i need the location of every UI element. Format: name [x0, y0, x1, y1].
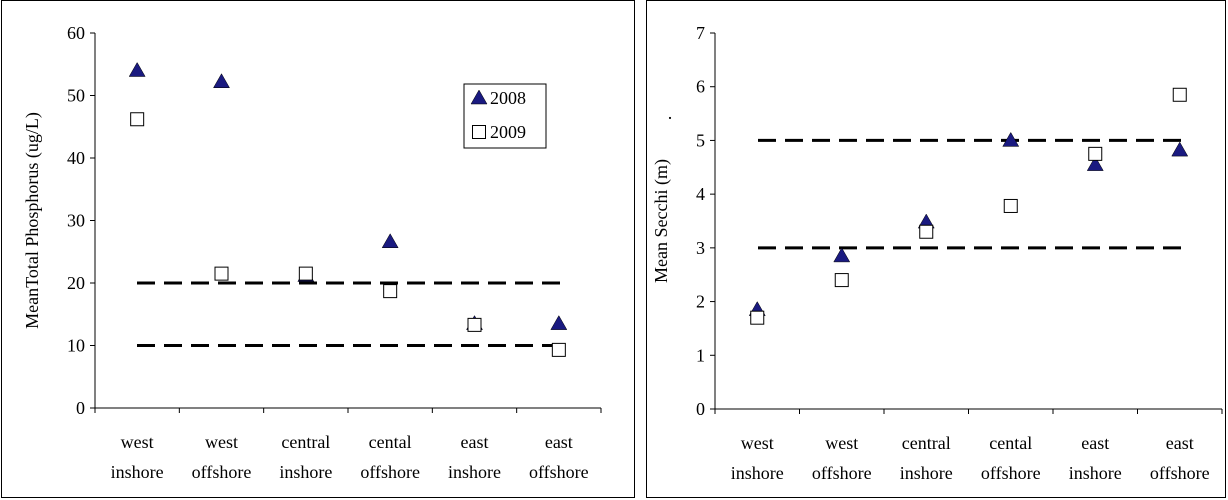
category-label-line1: west [121, 432, 154, 452]
data-point-2009 [750, 310, 765, 325]
data-point-2008 [1086, 156, 1104, 171]
data-point-2009 [383, 284, 398, 299]
y-tick-label: 0 [696, 399, 705, 419]
category-label-line2: offshore [1150, 463, 1210, 483]
y-tick-label: 20 [67, 273, 85, 293]
category-label-line1: east [461, 432, 489, 452]
category-label-line2: inshore [279, 462, 332, 482]
y-tick-label: 4 [696, 184, 705, 204]
data-point-2009 [919, 224, 934, 239]
y-tick-label: 40 [67, 148, 85, 168]
data-point-2008 [213, 73, 230, 88]
y-tick-label: 5 [696, 130, 705, 150]
y-axis-label: MeanTotal Phosphorus (ug/L) [22, 112, 43, 329]
y-axis-label: Mean Secchi (m) [651, 159, 672, 283]
data-point-2008 [381, 233, 399, 248]
legend-label-2008: 2008 [490, 88, 526, 108]
category-label-line1: central [902, 433, 951, 453]
legend-marker-2009 [472, 125, 486, 139]
legend-marker-2008 [470, 89, 488, 105]
y-tick-label: 7 [696, 23, 705, 43]
category-label-line2: offshore [812, 463, 872, 483]
data-point-2009 [130, 112, 145, 127]
y-tick-label: 6 [696, 77, 705, 97]
category-label-line1: west [741, 433, 774, 453]
legend-label-2009: 2009 [490, 122, 526, 142]
secchi-chart: 0 1 2 3 4 5 6 7 west inshore west offshore central in… [651, 23, 1223, 483]
category-label-line1: west [825, 433, 858, 453]
data-point-2009 [1172, 87, 1187, 102]
category-label-line2: offshore [192, 462, 252, 482]
y-tick-label: 50 [67, 86, 85, 106]
phosphorus-chart: 0 10 20 30 40 50 60 west inshore west offshore cent… [22, 23, 602, 482]
category-label-line2: inshore [448, 462, 501, 482]
category-label-line2: offshore [360, 462, 420, 482]
category-label-line2: inshore [111, 462, 164, 482]
category-label-line1: east [545, 432, 573, 452]
secchi-chart-panel: 0 1 2 3 4 5 6 7 west inshore west offshore central in… [646, 0, 1226, 498]
data-point-2009 [467, 317, 482, 332]
data-point-2009 [214, 266, 229, 281]
data-point-2009 [834, 273, 849, 288]
category-label-line1: east [1166, 433, 1194, 453]
category-label-line1: central [281, 432, 330, 452]
y-tick-label: 30 [67, 211, 85, 231]
data-point-2009 [298, 266, 313, 281]
y-tick-label: 0 [76, 398, 85, 418]
y-tick-label: 1 [696, 345, 705, 365]
data-point-2008 [833, 247, 851, 263]
category-label-line1: west [205, 432, 238, 452]
category-label-line1: east [1081, 433, 1109, 453]
data-point-2009 [1003, 198, 1018, 213]
category-label-line2: inshore [1069, 463, 1122, 483]
category-label-line1: cental [369, 432, 412, 452]
phosphorus-chart-panel: 0 10 20 30 40 50 60 west inshore west offshore cent… [1, 0, 635, 498]
data-point-2008 [128, 61, 146, 77]
data-point-2008 [1171, 141, 1189, 157]
y-tick-label: 10 [67, 336, 85, 356]
category-label-line2: inshore [900, 463, 953, 483]
category-label-line1: cental [989, 433, 1032, 453]
data-point-2008 [1002, 131, 1020, 147]
stray-mark: . [668, 103, 673, 123]
category-label-line2: offshore [981, 463, 1041, 483]
data-point-2009 [1088, 146, 1103, 161]
category-label-line2: offshore [529, 462, 589, 482]
y-tick-label: 60 [67, 23, 85, 43]
data-point-2008 [550, 315, 568, 330]
data-point-2009 [551, 342, 566, 357]
category-label-line2: inshore [731, 463, 784, 483]
y-tick-label: 2 [696, 292, 705, 312]
y-tick-label: 3 [696, 238, 705, 258]
